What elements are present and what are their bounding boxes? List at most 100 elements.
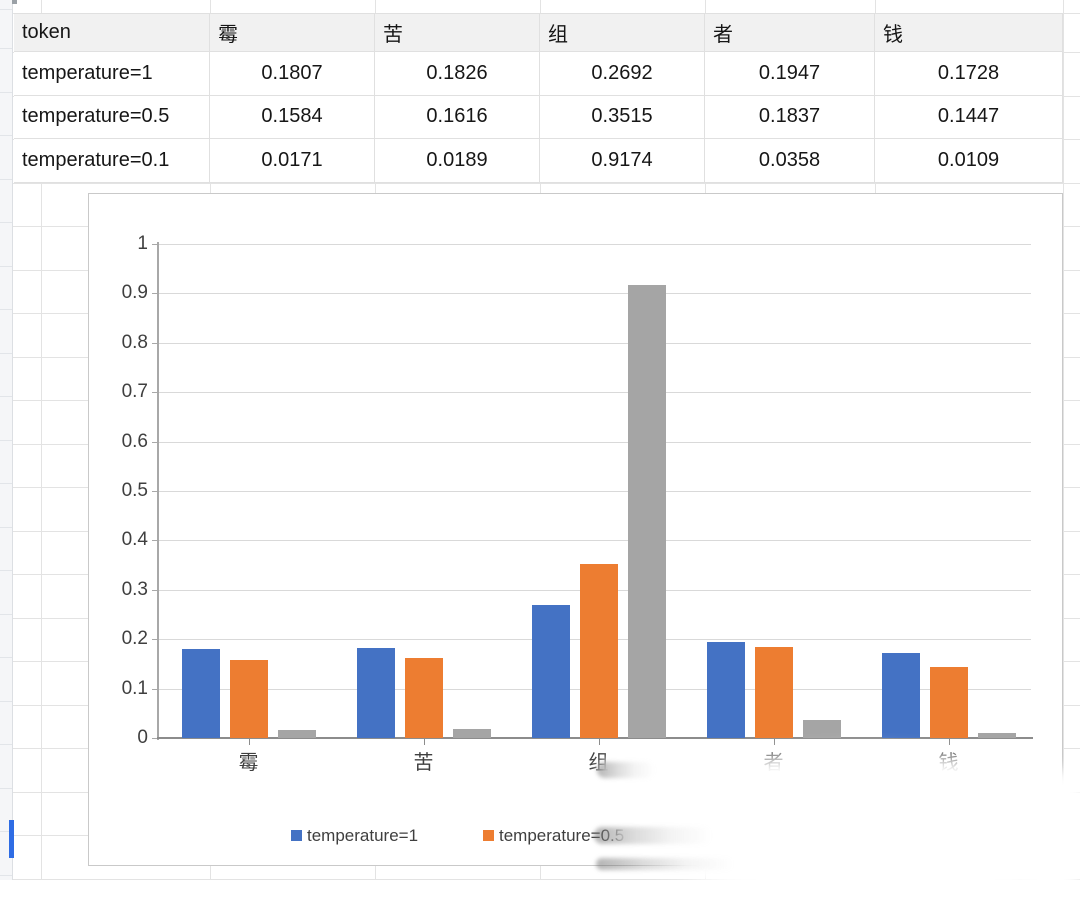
y-axis-tick bbox=[152, 639, 159, 641]
table-value-cell[interactable]: 0.3515 bbox=[540, 95, 705, 139]
y-axis-tick bbox=[152, 342, 159, 344]
chart-gridline bbox=[159, 293, 1031, 295]
bar[interactable] bbox=[929, 666, 968, 738]
row-strip-line bbox=[0, 483, 12, 484]
y-axis-label: 0.2 bbox=[121, 628, 148, 650]
bar[interactable] bbox=[531, 605, 570, 738]
x-axis-category-label: 苦 bbox=[413, 752, 434, 774]
row-header-strip bbox=[0, 0, 13, 880]
y-axis-label: 0.3 bbox=[121, 578, 148, 600]
table-header-cell[interactable]: 者 bbox=[705, 13, 875, 52]
sheet-gridline-h bbox=[12, 182, 1080, 184]
y-axis-label: 0.5 bbox=[121, 480, 148, 501]
y-axis-label: 0.7 bbox=[121, 381, 148, 403]
bar[interactable] bbox=[229, 659, 268, 738]
bar[interactable] bbox=[404, 658, 443, 738]
table-header-cell[interactable]: 霉 bbox=[210, 13, 375, 52]
row-strip-line bbox=[0, 309, 12, 310]
row-strip-line bbox=[0, 91, 12, 93]
table-row-label[interactable]: temperature=0.5 bbox=[14, 95, 210, 139]
legend-label[interactable]: temperature=0.5 bbox=[499, 826, 625, 845]
bar[interactable] bbox=[754, 647, 793, 738]
bar[interactable] bbox=[181, 648, 220, 738]
y-axis-tick bbox=[152, 688, 159, 690]
y-axis-label: 0 bbox=[137, 727, 148, 748]
table-value-cell[interactable]: 0.1947 bbox=[705, 52, 875, 96]
bar[interactable] bbox=[579, 564, 618, 738]
row-strip-line bbox=[0, 831, 12, 832]
y-axis-tick bbox=[152, 589, 159, 591]
x-axis-tick bbox=[948, 739, 950, 745]
y-axis-label: 0.1 bbox=[121, 677, 148, 699]
table-row-label[interactable]: temperature=0.1 bbox=[14, 139, 210, 183]
chart-gridline bbox=[159, 441, 1031, 443]
y-axis-label: 0.8 bbox=[121, 331, 148, 353]
x-axis-line bbox=[157, 737, 1033, 739]
legend-swatch[interactable] bbox=[291, 830, 302, 841]
x-axis-tick bbox=[248, 739, 250, 745]
bar[interactable] bbox=[627, 284, 666, 738]
bar[interactable] bbox=[706, 641, 745, 738]
table-value-cell[interactable]: 0.9174 bbox=[540, 139, 705, 183]
row-strip-line bbox=[0, 222, 12, 223]
y-axis-label: 0.9 bbox=[121, 282, 148, 304]
smudge-streak bbox=[594, 827, 712, 844]
table-value-cell[interactable]: 0.0358 bbox=[705, 139, 875, 183]
row-strip-line bbox=[0, 613, 12, 615]
sheet-gridline-v bbox=[41, 0, 42, 880]
table-value-cell[interactable]: 0.0109 bbox=[875, 139, 1063, 183]
row-strip-line bbox=[0, 700, 12, 702]
sheet-gridline-v bbox=[1063, 0, 1064, 880]
sheet-corner-fragment bbox=[12, 0, 17, 4]
selection-indicator[interactable] bbox=[9, 820, 14, 858]
row-strip-line bbox=[0, 48, 12, 49]
bar[interactable] bbox=[277, 729, 316, 738]
y-axis-tick bbox=[152, 244, 159, 245]
x-axis-tick bbox=[773, 739, 775, 745]
table-header-token[interactable]: token bbox=[14, 13, 210, 52]
sheet-gridline-h bbox=[12, 878, 1080, 880]
table-value-cell[interactable]: 0.1826 bbox=[375, 52, 540, 96]
table-value-cell[interactable]: 0.1837 bbox=[705, 95, 875, 139]
table-value-cell[interactable]: 0.2692 bbox=[540, 52, 705, 96]
bar[interactable] bbox=[356, 647, 395, 738]
y-axis-tick bbox=[152, 540, 159, 542]
row-strip-line bbox=[0, 874, 12, 876]
table-value-cell[interactable]: 0.1584 bbox=[210, 95, 375, 139]
table-value-cell[interactable]: 0.1728 bbox=[875, 52, 1063, 96]
bar[interactable] bbox=[452, 728, 491, 738]
bar[interactable] bbox=[977, 732, 1016, 738]
row-strip-line bbox=[0, 657, 12, 658]
bar[interactable] bbox=[802, 720, 841, 738]
table-value-cell[interactable]: 0.1447 bbox=[875, 95, 1063, 139]
chart-gridline bbox=[159, 540, 1031, 542]
x-axis-category-label: 霉 bbox=[238, 752, 259, 774]
bar[interactable] bbox=[881, 652, 920, 738]
smudge-streak bbox=[597, 762, 655, 778]
chart-gridline bbox=[159, 342, 1031, 344]
table-header-cell[interactable]: 苦 bbox=[375, 13, 540, 52]
row-strip-line bbox=[0, 352, 12, 354]
y-axis-tick bbox=[152, 441, 159, 443]
table-value-cell[interactable]: 0.1807 bbox=[210, 52, 375, 96]
row-strip-line bbox=[0, 526, 12, 528]
row-strip-line bbox=[0, 396, 12, 397]
chart-gridline bbox=[159, 244, 1031, 245]
table-value-cell[interactable]: 0.0189 bbox=[375, 139, 540, 183]
table-row-label[interactable]: temperature=1 bbox=[14, 52, 210, 96]
legend-swatch[interactable] bbox=[483, 830, 494, 841]
y-axis-tick bbox=[152, 293, 159, 295]
x-axis-tick bbox=[423, 739, 425, 745]
table-value-cell[interactable]: 0.0171 bbox=[210, 139, 375, 183]
row-strip-line bbox=[0, 570, 12, 571]
table-header-cell[interactable]: 组 bbox=[540, 13, 705, 52]
y-axis-tick bbox=[152, 738, 159, 739]
y-axis-label: 0.6 bbox=[121, 430, 148, 452]
y-axis-label: 1 bbox=[137, 233, 148, 254]
row-strip-line bbox=[0, 178, 12, 180]
y-axis-label: 0.4 bbox=[121, 529, 148, 551]
table-value-cell[interactable]: 0.1616 bbox=[375, 95, 540, 139]
x-axis-tick bbox=[598, 739, 600, 745]
table-header-cell[interactable]: 钱 bbox=[875, 13, 1063, 52]
legend-label[interactable]: temperature=1 bbox=[307, 826, 419, 845]
